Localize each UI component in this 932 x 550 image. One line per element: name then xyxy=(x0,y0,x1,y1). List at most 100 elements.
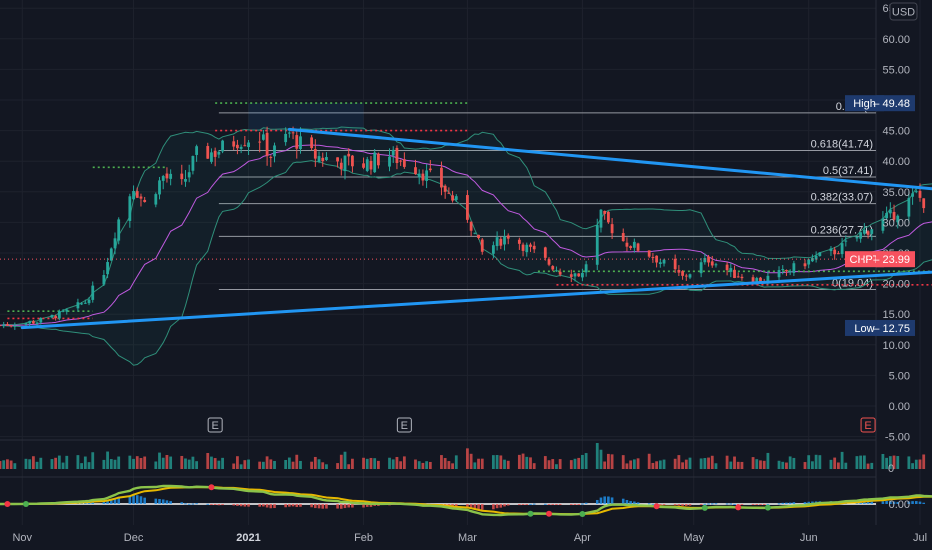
volume-bar xyxy=(258,461,262,469)
macd-histogram-bar xyxy=(555,504,558,505)
volume-bar xyxy=(0,461,2,469)
volume-bar xyxy=(287,457,291,469)
macd-histogram-bar xyxy=(184,503,187,505)
macd-histogram-bar xyxy=(922,502,926,504)
candle-body xyxy=(532,245,536,250)
candle-body xyxy=(840,243,844,255)
volume-bar xyxy=(135,456,139,469)
volume-bar xyxy=(113,459,117,469)
macd-histogram-bar xyxy=(659,504,662,505)
volume-bar xyxy=(351,458,354,469)
candle-body xyxy=(606,211,610,223)
macd-histogram-bar xyxy=(191,503,195,505)
candle-body xyxy=(139,196,143,199)
macd-histogram-bar xyxy=(499,504,503,508)
volume-bar xyxy=(447,461,451,469)
macd-histogram-bar xyxy=(180,502,184,504)
macd-histogram-bar xyxy=(87,502,91,504)
macd-histogram-bar xyxy=(607,496,610,504)
candle-body xyxy=(495,237,499,247)
candle-body xyxy=(547,259,551,265)
candle-body xyxy=(102,274,106,285)
earnings-markers[interactable]: EEEE xyxy=(207,417,932,433)
candle-body xyxy=(313,149,317,159)
fibonacci-retracement[interactable]: 0.786(40.618(41.74)0.5(37.41)0.382(33.07… xyxy=(218,101,876,290)
volume-bar xyxy=(491,455,495,469)
macd-histogram-bar xyxy=(792,502,796,504)
macd-histogram-bar xyxy=(777,503,781,505)
candle-body xyxy=(158,180,161,195)
earnings-marker[interactable] xyxy=(207,417,223,433)
macd-histogram-bar xyxy=(469,504,473,509)
bollinger-upper xyxy=(0,126,932,326)
volume-bar xyxy=(362,457,365,469)
volume-bar xyxy=(339,454,343,469)
currency-badge[interactable]: USD xyxy=(889,2,918,21)
volume-bar xyxy=(844,462,848,469)
volume-pane xyxy=(0,443,926,469)
volume-bar xyxy=(76,455,80,469)
candle-body xyxy=(803,263,807,267)
macd-histogram-bar xyxy=(603,496,606,504)
macd-histogram-bar xyxy=(265,504,269,508)
macd-histogram-bar xyxy=(321,504,325,509)
candle-body xyxy=(569,274,573,277)
macd-histogram-bar xyxy=(473,504,477,510)
candle-body xyxy=(755,278,759,283)
macd-histogram-bar xyxy=(247,504,250,507)
volume-bar xyxy=(885,457,889,469)
high-price-tag: High– 49.48 xyxy=(845,95,915,112)
volume-bar xyxy=(759,460,762,469)
candle-body xyxy=(914,191,918,193)
volume-bar xyxy=(109,459,113,469)
fib-level-label: 0.236(27.71) xyxy=(811,224,873,236)
volume-bar xyxy=(31,456,35,469)
macd-histogram-bar xyxy=(807,501,811,504)
macd-histogram-bar xyxy=(673,504,677,506)
volume-bar xyxy=(922,454,926,469)
candle-body xyxy=(291,132,295,134)
macd-histogram-bar xyxy=(759,504,762,505)
volume-bar xyxy=(525,456,529,469)
volume-bar xyxy=(388,457,391,469)
volume-bar xyxy=(395,456,399,469)
candle-body xyxy=(443,185,447,192)
candle-body xyxy=(161,176,165,181)
earnings-marker[interactable] xyxy=(860,417,876,433)
volume-bar xyxy=(91,452,95,469)
candle-body xyxy=(447,192,451,194)
volume-bar xyxy=(50,459,54,469)
volume-bar xyxy=(569,460,573,469)
candle-body xyxy=(243,145,247,147)
volume-bar xyxy=(180,455,184,469)
volume-bar xyxy=(751,457,755,469)
candle-body xyxy=(343,155,347,172)
volume-bar xyxy=(195,461,199,469)
price-axis[interactable]: 65.0060.0055.0050.0045.0040.0035.0030.00… xyxy=(882,3,910,511)
volume-bar xyxy=(9,460,13,469)
macd-histogram-bar xyxy=(365,504,369,507)
volume-bar xyxy=(310,461,314,469)
time-axis[interactable]: NovDec2021FebMarAprMayJunJulAugSep xyxy=(12,532,932,544)
trendlines[interactable] xyxy=(20,127,932,330)
candle-body xyxy=(833,249,837,255)
candle-body xyxy=(766,275,770,283)
volume-bar xyxy=(651,462,655,469)
currency-badge-box xyxy=(889,2,918,21)
macd-histogram-bar xyxy=(480,504,484,510)
macd-histogram-bar xyxy=(651,503,655,505)
trendline-support[interactable] xyxy=(20,260,932,330)
volume-bar xyxy=(132,458,135,469)
earnings-marker[interactable] xyxy=(396,417,412,433)
candle-body xyxy=(65,309,69,312)
volume-bar xyxy=(629,460,633,469)
trendline-resistance[interactable] xyxy=(287,127,932,206)
volume-bar xyxy=(417,461,421,469)
macd-histogram-bar xyxy=(195,503,198,505)
candle-body xyxy=(918,190,922,198)
candle-body xyxy=(647,250,651,257)
volume-bar xyxy=(477,458,480,469)
volume-bar xyxy=(896,456,900,469)
low-price-tag-value-box xyxy=(876,319,915,336)
